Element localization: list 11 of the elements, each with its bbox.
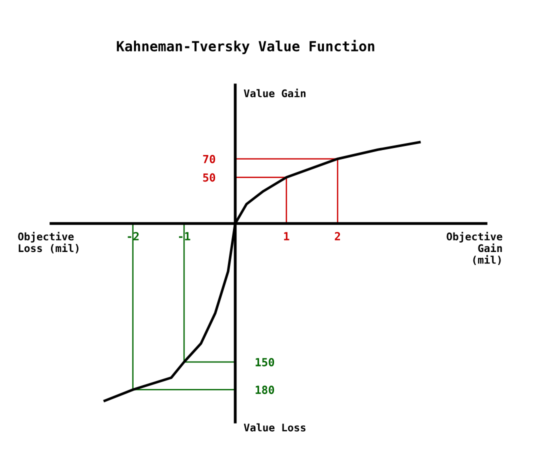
- y-tick-label: 70: [203, 154, 216, 164]
- x-axis-title: Objective Gain (mil): [446, 232, 502, 265]
- annotation: Value Gain: [244, 88, 306, 98]
- chart-title: Kahneman-Tversky Value Function: [116, 40, 374, 54]
- x-tick-label: 1: [284, 232, 290, 240]
- x-tick-label: 2: [334, 232, 340, 240]
- y2-tick-label: 180: [256, 386, 274, 394]
- y2-tick-label: 150: [256, 358, 274, 366]
- y-tick-label: 50: [203, 173, 216, 182]
- text: Value Loss: [244, 423, 306, 432]
- annotation: Objective Loss (mil): [18, 232, 78, 254]
